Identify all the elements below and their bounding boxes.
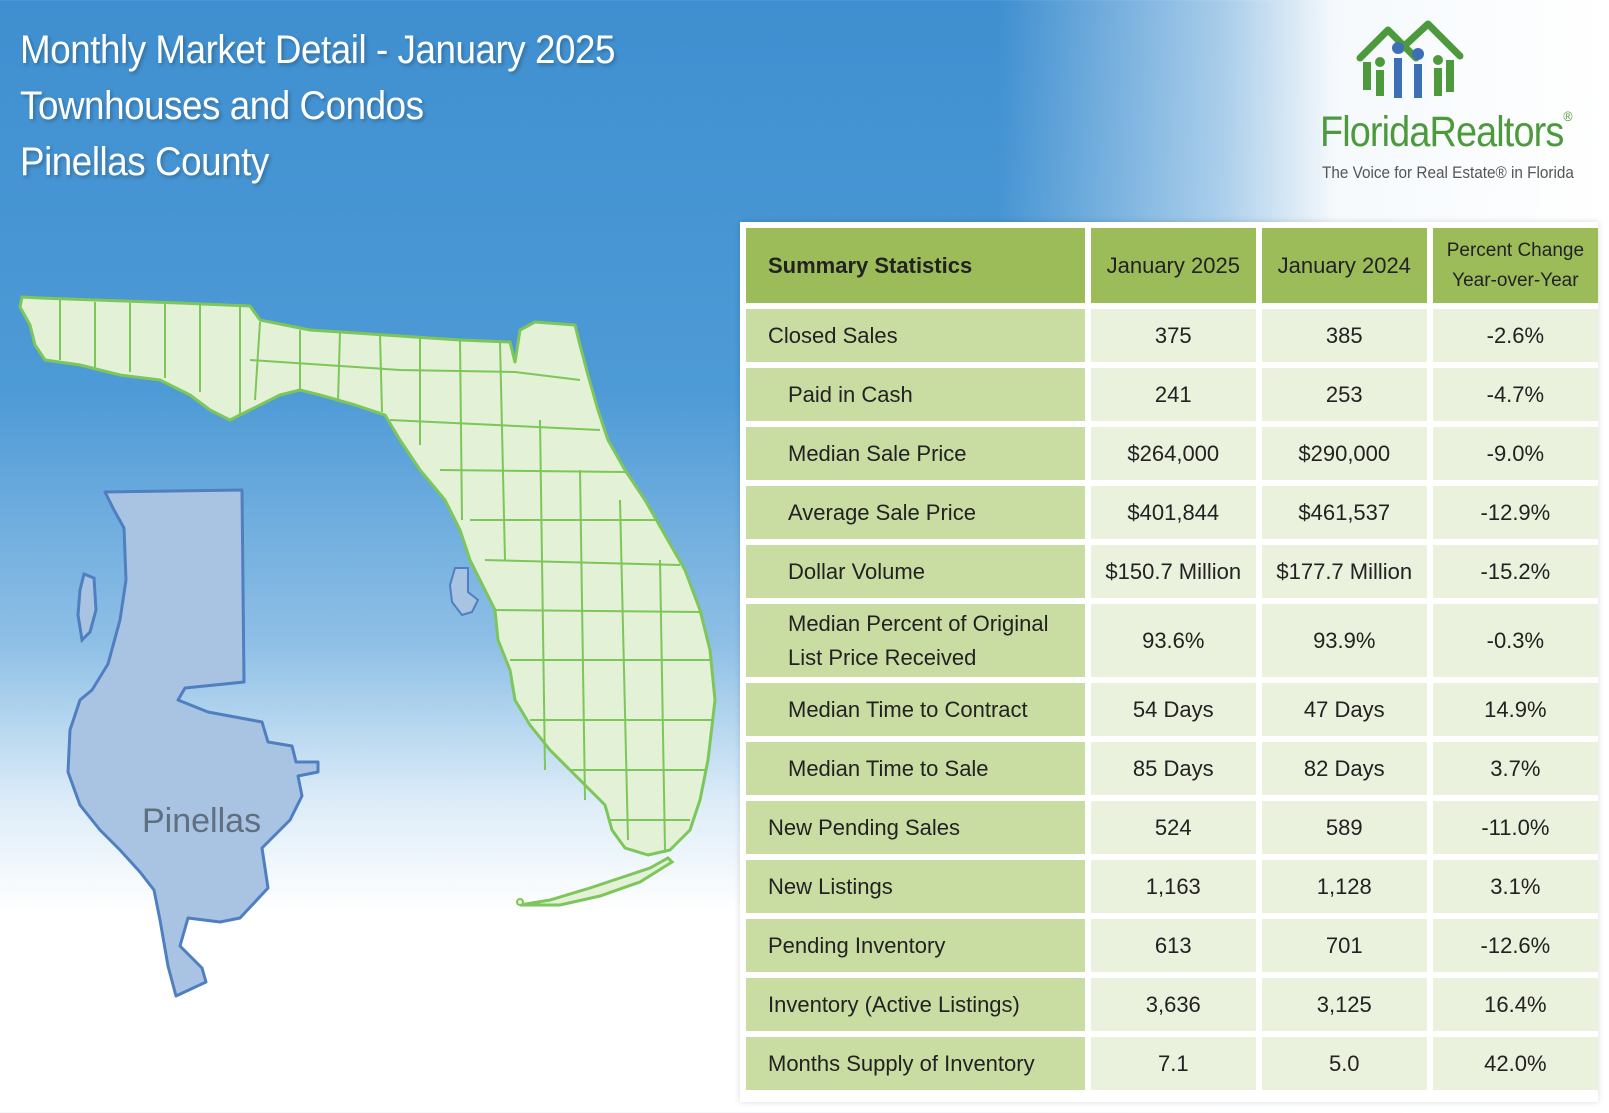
- table-row: Months Supply of Inventory 7.1 5.0 42.0%: [746, 1037, 1598, 1090]
- row-label: Paid in Cash: [746, 368, 1085, 421]
- registered-mark: ®: [1563, 108, 1572, 124]
- logo-word-realtors: Realtors: [1429, 108, 1565, 156]
- summary-statistics-table: Summary Statistics January 2025 January …: [740, 222, 1604, 1096]
- table-row: Pending Inventory 613 701 -12.6%: [746, 919, 1598, 972]
- value-jan-2025: 1,163: [1090, 860, 1256, 913]
- table-row: Median Time to Contract 54 Days 47 Days …: [746, 683, 1598, 736]
- value-jan-2025: 241: [1090, 368, 1256, 421]
- table-row: Dollar Volume $150.7 Million $177.7 Mill…: [746, 545, 1598, 598]
- florida-county-map: Pinellas: [18, 295, 717, 998]
- value-jan-2024: $461,537: [1261, 486, 1427, 539]
- value-jan-2025: 54 Days: [1090, 683, 1256, 736]
- value-jan-2025: $401,844: [1090, 486, 1256, 539]
- table-header-row: Summary Statistics January 2025 January …: [746, 228, 1598, 303]
- logo-wordmark: FloridaRealtors®: [1320, 108, 1572, 157]
- header-january-2025: January 2025: [1090, 228, 1256, 303]
- value-percent-change: 3.1%: [1432, 860, 1598, 913]
- title-line-3: Pinellas County: [20, 140, 269, 184]
- table-row: Average Sale Price $401,844 $461,537 -12…: [746, 486, 1598, 539]
- value-jan-2025: 7.1: [1090, 1037, 1256, 1090]
- florida-state-shape: [18, 295, 717, 907]
- row-label: Pending Inventory: [746, 919, 1085, 972]
- value-jan-2025: 613: [1090, 919, 1256, 972]
- value-jan-2024: 82 Days: [1261, 742, 1427, 795]
- row-label: Median Sale Price: [746, 427, 1085, 480]
- value-percent-change: 16.4%: [1432, 978, 1598, 1031]
- row-label: Closed Sales: [746, 309, 1085, 362]
- value-percent-change: -15.2%: [1432, 545, 1598, 598]
- table-row: Median Sale Price $264,000 $290,000 -9.0…: [746, 427, 1598, 480]
- value-percent-change: -2.6%: [1432, 309, 1598, 362]
- row-label: Dollar Volume: [746, 545, 1085, 598]
- table-row: Median Time to Sale 85 Days 82 Days 3.7%: [746, 742, 1598, 795]
- header-percent-change-line1: Percent Change: [1446, 239, 1585, 261]
- value-jan-2025: 375: [1090, 309, 1256, 362]
- value-jan-2024: $290,000: [1261, 427, 1427, 480]
- value-percent-change: -0.3%: [1432, 604, 1598, 677]
- row-label: Median Time to Contract: [746, 683, 1085, 736]
- table-row: Paid in Cash 241 253 -4.7%: [746, 368, 1598, 421]
- value-percent-change: 14.9%: [1432, 683, 1598, 736]
- summary-statistics-panel: Summary Statistics January 2025 January …: [740, 222, 1598, 1102]
- value-percent-change: -12.9%: [1432, 486, 1598, 539]
- header-january-2024: January 2024: [1261, 228, 1427, 303]
- logo-tagline: The Voice for Real Estate® in Florida: [1322, 163, 1574, 182]
- report-title: Monthly Market Detail - January 2025 Tow…: [20, 22, 667, 190]
- title-line-2: Townhouses and Condos: [20, 84, 424, 128]
- value-percent-change: -4.7%: [1432, 368, 1598, 421]
- row-label: Inventory (Active Listings): [746, 978, 1085, 1031]
- people-house-logo-icon: [1356, 20, 1464, 98]
- value-jan-2024: 47 Days: [1261, 683, 1427, 736]
- value-jan-2024: 701: [1261, 919, 1427, 972]
- table-row: Closed Sales 375 385 -2.6%: [746, 309, 1598, 362]
- header-summary-statistics: Summary Statistics: [746, 228, 1085, 303]
- pinellas-highlight-small: [448, 567, 480, 617]
- title-line-1: Monthly Market Detail - January 2025: [20, 28, 616, 72]
- header-percent-change-line2: Year-over-Year: [1452, 269, 1579, 291]
- logo-word-florida: Florida: [1320, 108, 1430, 156]
- value-percent-change: 3.7%: [1432, 742, 1598, 795]
- table-row: New Pending Sales 524 589 -11.0%: [746, 801, 1598, 854]
- value-jan-2024: 1,128: [1261, 860, 1427, 913]
- value-jan-2024: 3,125: [1261, 978, 1427, 1031]
- value-jan-2024: 253: [1261, 368, 1427, 421]
- value-percent-change: -12.6%: [1432, 919, 1598, 972]
- row-label: Median Percent of Original List Price Rec…: [746, 604, 1085, 677]
- value-jan-2025: $150.7 Million: [1090, 545, 1256, 598]
- value-jan-2024: 5.0: [1261, 1037, 1427, 1090]
- value-jan-2025: 85 Days: [1090, 742, 1256, 795]
- value-jan-2024: $177.7 Million: [1261, 545, 1427, 598]
- value-jan-2025: $264,000: [1090, 427, 1256, 480]
- row-label: Median Time to Sale: [746, 742, 1085, 795]
- value-percent-change: 42.0%: [1432, 1037, 1598, 1090]
- header-percent-change: Percent Change Year-over-Year: [1432, 228, 1598, 303]
- value-jan-2024: 589: [1261, 801, 1427, 854]
- table-row: Inventory (Active Listings) 3,636 3,125 …: [746, 978, 1598, 1031]
- row-label-line1: Median Percent of Original: [788, 610, 1049, 636]
- table-row: New Listings 1,163 1,128 3.1%: [746, 860, 1598, 913]
- row-label: New Pending Sales: [746, 801, 1085, 854]
- value-jan-2024: 385: [1261, 309, 1427, 362]
- value-jan-2025: 93.6%: [1090, 604, 1256, 677]
- value-jan-2024: 93.9%: [1261, 604, 1427, 677]
- value-percent-change: -11.0%: [1432, 801, 1598, 854]
- row-label: Months Supply of Inventory: [746, 1037, 1085, 1090]
- pinellas-map-label: Pinellas: [142, 802, 261, 840]
- pinellas-county-shape: [66, 488, 320, 998]
- value-jan-2025: 3,636: [1090, 978, 1256, 1031]
- value-percent-change: -9.0%: [1432, 427, 1598, 480]
- table-row: Median Percent of Original List Price Rec…: [746, 604, 1598, 677]
- row-label: New Listings: [746, 860, 1085, 913]
- value-jan-2025: 524: [1090, 801, 1256, 854]
- row-label-line2: List Price Received: [788, 644, 977, 670]
- row-label: Average Sale Price: [746, 486, 1085, 539]
